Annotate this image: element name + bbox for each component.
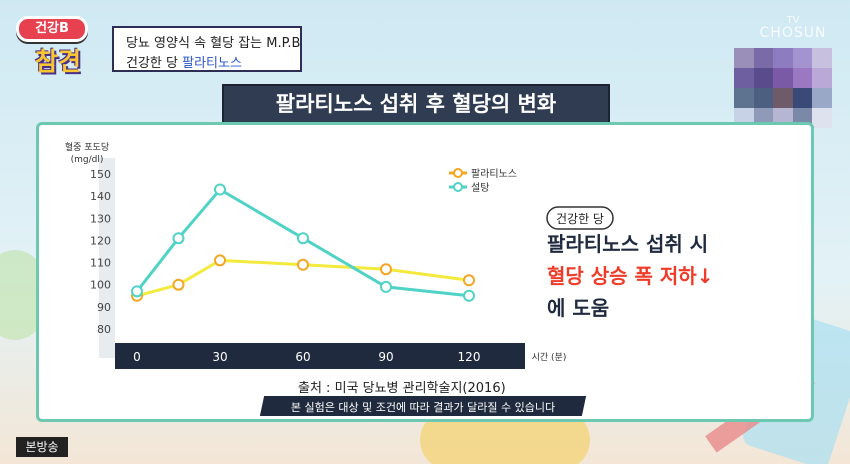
source-note: 출처 : 미국 당뇨병 관리학술지(2016) [298, 381, 506, 396]
data-point [463, 289, 475, 302]
annotation-tag-box [546, 206, 614, 230]
legend-label: 설탕 [471, 182, 489, 194]
series-line-sugar [135, 187, 470, 298]
legend-label: 팔라티노스 [471, 168, 517, 180]
disclaimer-text: 본 실험은 대상 및 조건에 따라 결과가 달라질 수 있습니다 [290, 401, 556, 414]
data-point [172, 278, 185, 291]
watermark-tv: TV [786, 15, 800, 26]
annotation-tag: 건강한 당 [556, 212, 604, 226]
program-logo: 건강B 참견 [14, 12, 102, 76]
annotation-line3: 에 도움 [547, 296, 609, 320]
series-line-palatinose [136, 258, 470, 298]
annotation-line2: 혈당 상승 폭 저하↓ [547, 264, 713, 288]
legend-swatch-marker [453, 182, 463, 192]
annotation-line1: 팔라티노스 섭취 시 [547, 232, 708, 256]
x-tick-label: 60 [295, 350, 310, 364]
x-tick-label: 90 [378, 350, 393, 364]
y-tick-label: 90 [97, 301, 111, 314]
data-point [214, 183, 226, 196]
y-tick-label: 80 [97, 323, 111, 336]
x-axis-band [115, 343, 525, 369]
y-axis-strip [99, 158, 115, 358]
episode-caption: 당뇨 영양식 속 혈당 잡는 M.P.B 건강한 당 팔라티노스 [112, 26, 302, 72]
data-point [214, 254, 226, 267]
data-point [297, 232, 309, 245]
caption-line2: 건강한 당 팔라티노스 [126, 52, 242, 71]
data-point [297, 258, 309, 271]
blurred-mosaic [734, 48, 832, 128]
legend-swatch-marker [453, 168, 463, 178]
caption-line2-highlight: 팔라티노스 [182, 56, 242, 71]
chart-title: 팔라티노스 섭취 후 혈당의 변화 [222, 84, 610, 124]
y-axis-unit: (mg/dl) [71, 155, 104, 165]
y-tick-label: 120 [90, 234, 111, 247]
program-logo-top: 건강B [16, 16, 88, 42]
caption-line1: 당뇨 영양식 속 혈당 잡는 M.P.B [126, 36, 301, 51]
caption-line2-prefix: 건강한 당 [126, 56, 183, 71]
line-chart: 혈중 포도당 (mg/dl) 80 90 100 110 120 130 140 150 0 30 60… [65, 141, 713, 369]
y-tick-label: 110 [90, 257, 111, 270]
data-point [172, 232, 185, 245]
y-tick-label: 140 [90, 190, 111, 203]
data-point [380, 263, 392, 276]
y-tick-label: 100 [90, 279, 111, 292]
x-tick-label: 0 [133, 350, 141, 364]
program-logo-bottom: 참견 [34, 47, 81, 76]
x-tick-label: 30 [212, 350, 227, 364]
watermark-channel: CHOSUN [759, 25, 827, 41]
y-tick-label: 150 [90, 168, 111, 181]
channel-watermark: TV CHOSUN [748, 14, 838, 40]
x-axis-label: 시간 (분) [532, 352, 567, 363]
broadcast-badge: 본방송 [16, 437, 68, 457]
data-point [463, 274, 475, 287]
x-tick-label: 120 [458, 350, 481, 364]
y-axis-label: 혈중 포도당 [65, 141, 109, 153]
data-point [380, 280, 392, 293]
y-tick-label: 130 [90, 212, 111, 225]
data-point [131, 285, 143, 298]
chart-panel: 혈중 포도당 (mg/dl) 80 90 100 110 120 130 140 150 0 30 60… [36, 122, 814, 422]
